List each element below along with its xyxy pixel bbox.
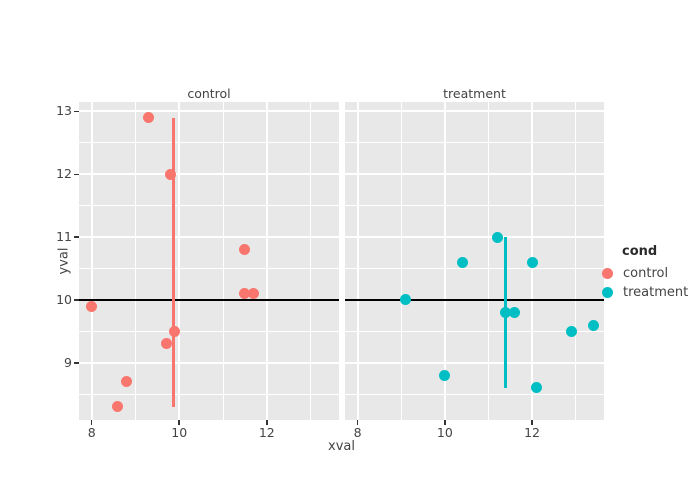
legend-title: cond [622,244,658,259]
gridline [79,110,339,113]
gridline [443,102,446,420]
data-point-control[interactable] [248,288,260,300]
tick-mark [74,110,79,113]
gridline [345,142,604,144]
data-point-control[interactable] [121,376,133,388]
tick-mark [444,420,446,425]
tick-mark [356,420,359,425]
gridline [79,393,339,395]
legend-item-label: treatment [623,285,689,300]
x-tick-label: 12 [524,425,540,440]
range-line-control[interactable] [172,117,176,407]
x-tick-label: 12 [258,425,275,440]
facet-title-treatment: treatment [443,86,506,101]
y-tick-label: 12 [56,166,72,182]
tick-mark [74,299,79,301]
data-point-treatment[interactable] [565,325,577,337]
y-tick-label: 9 [64,354,72,370]
data-point-treatment[interactable] [400,294,412,306]
legend-marker-treatment-icon [602,287,613,298]
data-point-control[interactable] [143,112,155,124]
gridline [134,102,136,420]
data-point-treatment[interactable] [526,256,538,268]
gridline [345,236,604,239]
facet-title-control: control [187,86,231,101]
legend: cond control treatment [596,244,688,302]
gridline [178,102,181,420]
tick-mark [74,236,79,238]
gridline [310,102,312,420]
gridline [345,330,604,332]
gridline [575,102,577,420]
y-tick-label: 13 [56,103,72,119]
legend-item-label: control [623,266,669,281]
reference-line-y10 [345,298,604,302]
x-axis-title: xval [328,439,355,454]
data-point-control[interactable] [239,288,251,300]
legend-item-treatment[interactable]: treatment [596,283,688,302]
data-point-control[interactable] [239,244,251,256]
gridline [345,393,604,395]
gridline [79,268,339,270]
gridline [487,102,489,420]
gridline [345,173,604,176]
gridline [79,142,339,144]
legend-marker-control-icon [602,268,613,279]
facet-panel-treatment[interactable] [345,102,604,420]
data-point-treatment[interactable] [530,382,542,394]
tick-mark [74,173,79,176]
gridline [90,102,93,420]
gridline [356,102,359,420]
tick-mark [90,420,93,425]
data-point-control[interactable] [160,338,172,350]
gridline [79,330,339,332]
data-point-treatment[interactable] [456,256,468,268]
y-tick-label: 10 [56,291,72,307]
gridline [79,173,339,176]
tick-mark [531,420,533,425]
gridline [345,110,604,113]
data-point-treatment[interactable] [509,307,521,319]
gridline [222,102,224,420]
data-point-treatment[interactable] [500,307,512,319]
x-tick-label: 8 [353,425,362,440]
legend-item-control[interactable]: control [596,264,688,283]
data-point-control[interactable] [86,300,98,312]
gridline [400,102,402,420]
gridline [345,205,604,207]
gridline [79,236,339,239]
facet-panel-control[interactable] [79,102,339,420]
data-point-control[interactable] [169,325,181,337]
gridline [79,361,339,364]
data-point-treatment[interactable] [439,369,451,381]
data-point-treatment[interactable] [491,231,503,243]
tick-mark [266,420,268,425]
y-axis-title: yval [56,247,72,275]
gridline [79,205,339,207]
data-point-control[interactable] [112,401,124,413]
y-tick-label: 11 [56,229,72,245]
data-point-control[interactable] [164,168,176,180]
x-tick-label: 10 [436,425,453,440]
tick-mark [178,420,180,425]
tick-mark [74,362,79,364]
data-point-treatment[interactable] [587,319,599,331]
gridline [265,102,268,420]
x-tick-label: 8 [87,425,96,440]
gridline [345,268,604,270]
x-tick-label: 10 [171,425,188,440]
gridline [345,361,604,364]
reference-line-y10 [79,298,339,302]
